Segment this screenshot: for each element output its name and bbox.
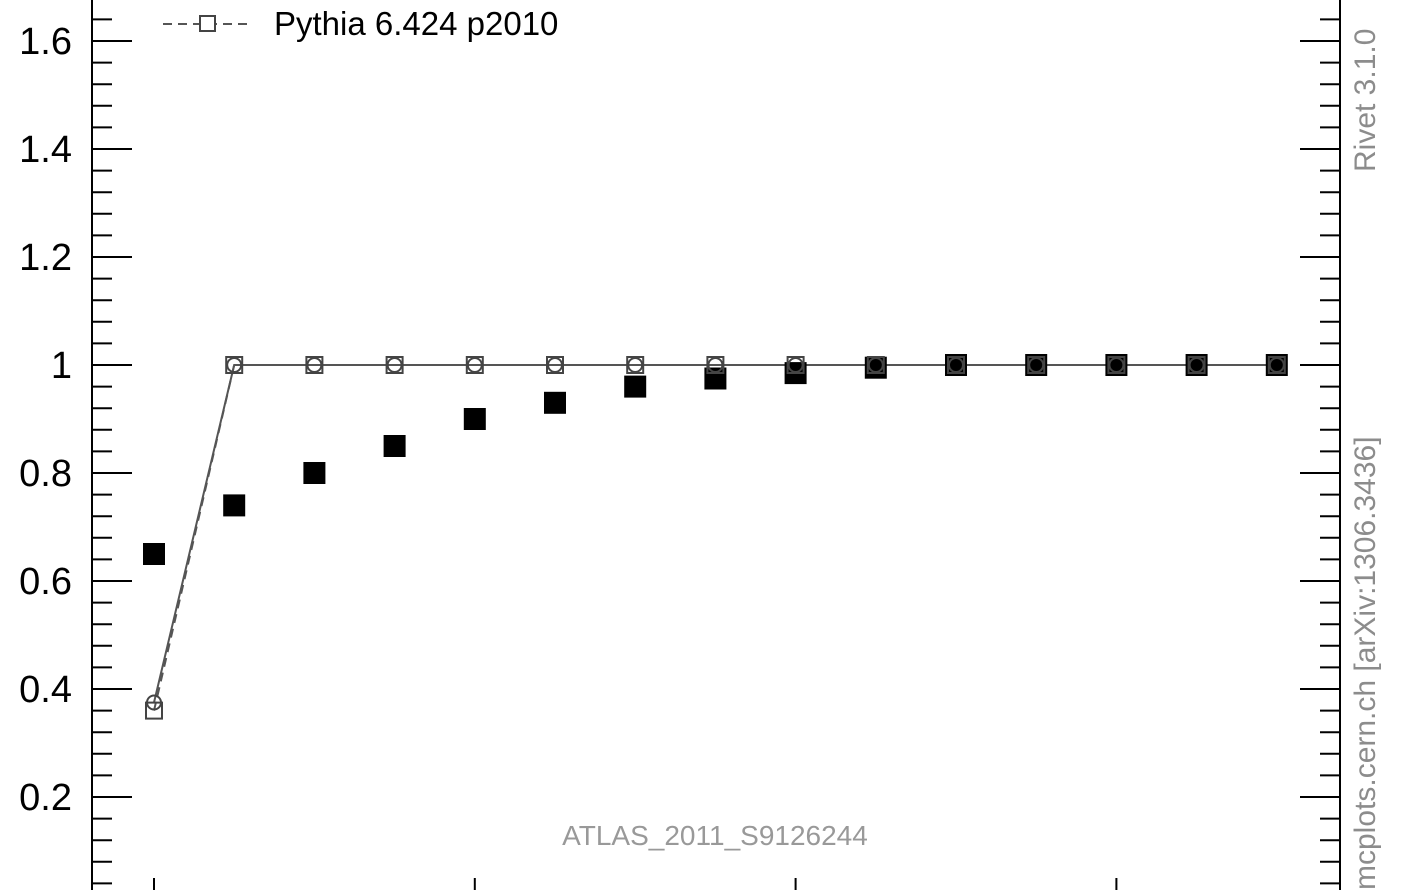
- data-point: [463, 408, 486, 430]
- analysis-label: ATLAS_2011_S9126244: [562, 820, 868, 851]
- mc-circle-point: [1028, 357, 1045, 373]
- mc-circle-point: [466, 357, 483, 373]
- y-axis-tick-labels: 0.2 0.4 0.6 0.8 1 1.2 1.4 1.6: [19, 21, 72, 819]
- y-tick-label: 0.2: [19, 777, 72, 819]
- axes-frame: [91, 0, 1341, 890]
- legend-label-pythia: Pythia 6.424 p2010: [274, 5, 558, 42]
- x-axis-ticks: [153, 878, 1118, 890]
- mcplots-source-label: mcplots.cern.ch [arXiv:1306.3436]: [1349, 436, 1382, 890]
- y-axis-ticks: [92, 18, 1340, 885]
- y-tick-label: 1.4: [19, 129, 72, 171]
- mc-circle-point: [707, 357, 724, 373]
- data-point: [223, 494, 246, 517]
- y-tick-label: 0.8: [19, 453, 72, 495]
- y-tick-label: 1.6: [19, 21, 72, 63]
- series-lines: [153, 364, 1277, 711]
- y-tick-label: 0.4: [19, 669, 72, 711]
- mc-circle-point: [627, 357, 644, 373]
- series-marks: [143, 354, 1288, 720]
- data-point: [303, 462, 326, 484]
- mc-circle-point: [386, 357, 403, 373]
- y-tick-label: 1: [51, 345, 72, 387]
- mc-circle-point: [1188, 357, 1205, 373]
- mc-circle-point: [1268, 357, 1285, 373]
- mc-circle-point: [1108, 357, 1125, 373]
- rivet-version-label: Rivet 3.1.0: [1349, 29, 1382, 172]
- mc-circle-point: [306, 357, 323, 373]
- legend: Pythia 6.424 p2010: [163, 5, 558, 42]
- y-tick-label: 0.6: [19, 561, 72, 603]
- mc-circle-point: [547, 357, 563, 373]
- mc-circle-point: [867, 357, 884, 373]
- mc-circle-point: [146, 694, 162, 711]
- mc-circle-point: [226, 357, 243, 373]
- data-point: [544, 391, 566, 414]
- y-tick-label: 1.2: [19, 237, 72, 279]
- legend-marker: [199, 15, 216, 32]
- mc-circle-point: [787, 357, 804, 373]
- pythia-point: [145, 701, 163, 720]
- series-line-1: [153, 364, 1277, 711]
- data-point: [383, 435, 406, 457]
- series-line-2: [153, 364, 1277, 703]
- data-point: [624, 375, 647, 398]
- data-point: [143, 543, 165, 565]
- mc-circle-point: [948, 357, 964, 373]
